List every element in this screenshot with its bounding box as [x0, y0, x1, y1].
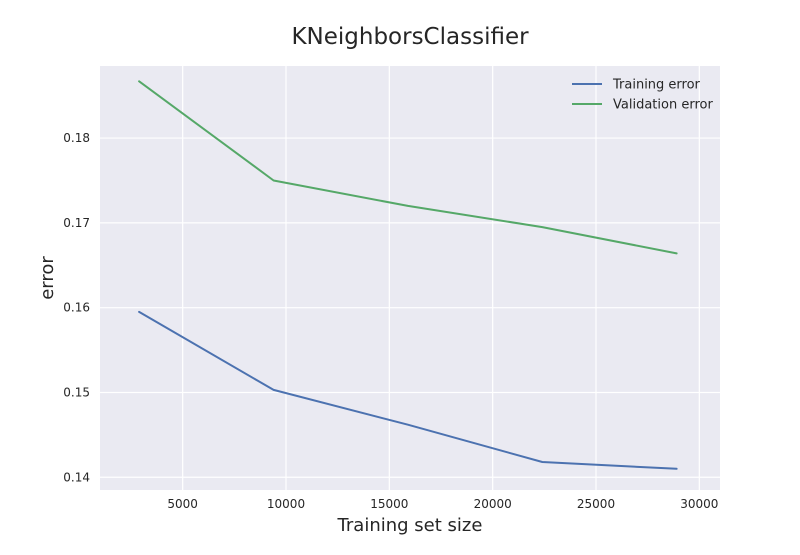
y-tick-label: 0.15	[63, 385, 90, 399]
legend-label: Training error	[612, 78, 701, 93]
legend-label: Validation error	[613, 98, 713, 113]
y-tick-label: 0.18	[63, 131, 90, 145]
x-tick-label: 15000	[370, 497, 408, 511]
y-tick-label: 0.16	[63, 301, 90, 315]
x-tick-label: 30000	[680, 497, 718, 511]
x-tick-label: 5000	[167, 497, 198, 511]
plot-area	[100, 66, 720, 490]
x-tick-label: 20000	[474, 497, 512, 511]
y-axis-title: error	[37, 256, 58, 300]
x-axis-title: Training set size	[337, 515, 483, 536]
y-tick-label: 0.17	[63, 216, 90, 230]
chart-title: KNeighborsClassifier	[291, 24, 529, 50]
y-tick-label: 0.14	[63, 470, 90, 484]
x-tick-label: 10000	[267, 497, 305, 511]
x-tick-label: 25000	[577, 497, 615, 511]
